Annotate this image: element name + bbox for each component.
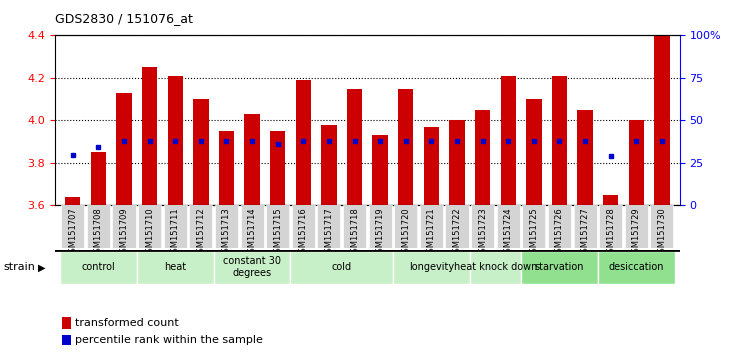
Text: GSM151728: GSM151728 <box>606 207 616 258</box>
Text: transformed count: transformed count <box>75 318 178 328</box>
FancyBboxPatch shape <box>471 205 494 248</box>
Bar <box>654 35 670 205</box>
Bar <box>65 197 80 205</box>
Bar <box>424 127 439 205</box>
Text: GSM151719: GSM151719 <box>376 207 385 258</box>
Text: GSM151711: GSM151711 <box>171 207 180 258</box>
Bar <box>475 110 491 205</box>
Bar <box>552 76 567 205</box>
FancyBboxPatch shape <box>574 205 596 248</box>
Bar <box>501 76 516 205</box>
Text: GSM151727: GSM151727 <box>580 207 590 258</box>
Text: constant 30
degrees: constant 30 degrees <box>223 256 281 278</box>
Text: GDS2830 / 151076_at: GDS2830 / 151076_at <box>55 12 193 25</box>
Text: GSM151723: GSM151723 <box>478 207 487 258</box>
Bar <box>603 195 618 205</box>
FancyBboxPatch shape <box>625 205 648 248</box>
Text: GSM151713: GSM151713 <box>222 207 231 258</box>
Bar <box>577 110 593 205</box>
Bar <box>244 114 260 205</box>
Text: desiccation: desiccation <box>608 262 664 272</box>
Bar <box>91 152 106 205</box>
Text: GSM151715: GSM151715 <box>273 207 282 258</box>
FancyBboxPatch shape <box>470 251 521 284</box>
FancyBboxPatch shape <box>420 205 443 248</box>
FancyBboxPatch shape <box>215 205 238 248</box>
FancyBboxPatch shape <box>599 205 622 248</box>
Text: heat: heat <box>164 262 186 272</box>
FancyBboxPatch shape <box>651 205 673 248</box>
Bar <box>373 135 388 205</box>
Text: starvation: starvation <box>534 262 584 272</box>
FancyBboxPatch shape <box>266 205 289 248</box>
Bar <box>270 131 285 205</box>
FancyBboxPatch shape <box>138 205 161 248</box>
FancyBboxPatch shape <box>394 205 417 248</box>
Bar <box>116 93 132 205</box>
Text: GSM151725: GSM151725 <box>529 207 538 258</box>
FancyBboxPatch shape <box>290 251 393 284</box>
FancyBboxPatch shape <box>292 205 315 248</box>
Bar <box>450 120 465 205</box>
FancyBboxPatch shape <box>522 205 545 248</box>
Text: GSM151710: GSM151710 <box>145 207 154 258</box>
Text: GSM151726: GSM151726 <box>555 207 564 258</box>
Text: GSM151716: GSM151716 <box>299 207 308 258</box>
Text: GSM151709: GSM151709 <box>119 207 129 258</box>
Text: control: control <box>81 262 115 272</box>
FancyBboxPatch shape <box>496 205 520 248</box>
FancyBboxPatch shape <box>240 205 264 248</box>
Text: GSM151708: GSM151708 <box>94 207 103 258</box>
Bar <box>295 80 311 205</box>
FancyBboxPatch shape <box>598 251 675 284</box>
Bar <box>526 99 542 205</box>
Text: cold: cold <box>332 262 352 272</box>
FancyBboxPatch shape <box>445 205 469 248</box>
Bar <box>321 125 336 205</box>
FancyBboxPatch shape <box>317 205 341 248</box>
FancyBboxPatch shape <box>343 205 366 248</box>
Text: ▶: ▶ <box>38 262 45 272</box>
FancyBboxPatch shape <box>60 251 137 284</box>
Bar <box>219 131 234 205</box>
Bar <box>142 67 157 205</box>
Text: GSM151730: GSM151730 <box>657 207 667 258</box>
FancyBboxPatch shape <box>189 205 213 248</box>
Text: percentile rank within the sample: percentile rank within the sample <box>75 335 262 345</box>
Text: GSM151714: GSM151714 <box>248 207 257 258</box>
FancyBboxPatch shape <box>548 205 571 248</box>
Text: GSM151718: GSM151718 <box>350 207 359 258</box>
FancyBboxPatch shape <box>164 205 186 248</box>
Text: heat knock down: heat knock down <box>454 262 537 272</box>
FancyBboxPatch shape <box>213 251 290 284</box>
FancyBboxPatch shape <box>113 205 135 248</box>
Bar <box>629 120 644 205</box>
Text: GSM151707: GSM151707 <box>68 207 77 258</box>
Text: GSM151721: GSM151721 <box>427 207 436 258</box>
Bar <box>346 88 362 205</box>
Text: strain: strain <box>4 262 36 272</box>
Text: GSM151722: GSM151722 <box>452 207 461 258</box>
Text: longevity: longevity <box>409 262 454 272</box>
Bar <box>193 99 208 205</box>
FancyBboxPatch shape <box>137 251 213 284</box>
FancyBboxPatch shape <box>87 205 110 248</box>
Text: GSM151729: GSM151729 <box>632 207 641 258</box>
FancyBboxPatch shape <box>521 251 598 284</box>
Text: GSM151720: GSM151720 <box>401 207 410 258</box>
Text: GSM151724: GSM151724 <box>504 207 512 258</box>
FancyBboxPatch shape <box>368 205 392 248</box>
FancyBboxPatch shape <box>61 205 84 248</box>
Text: GSM151712: GSM151712 <box>197 207 205 258</box>
FancyBboxPatch shape <box>393 251 470 284</box>
Bar <box>167 76 183 205</box>
Bar <box>398 88 414 205</box>
Text: GSM151717: GSM151717 <box>325 207 333 258</box>
